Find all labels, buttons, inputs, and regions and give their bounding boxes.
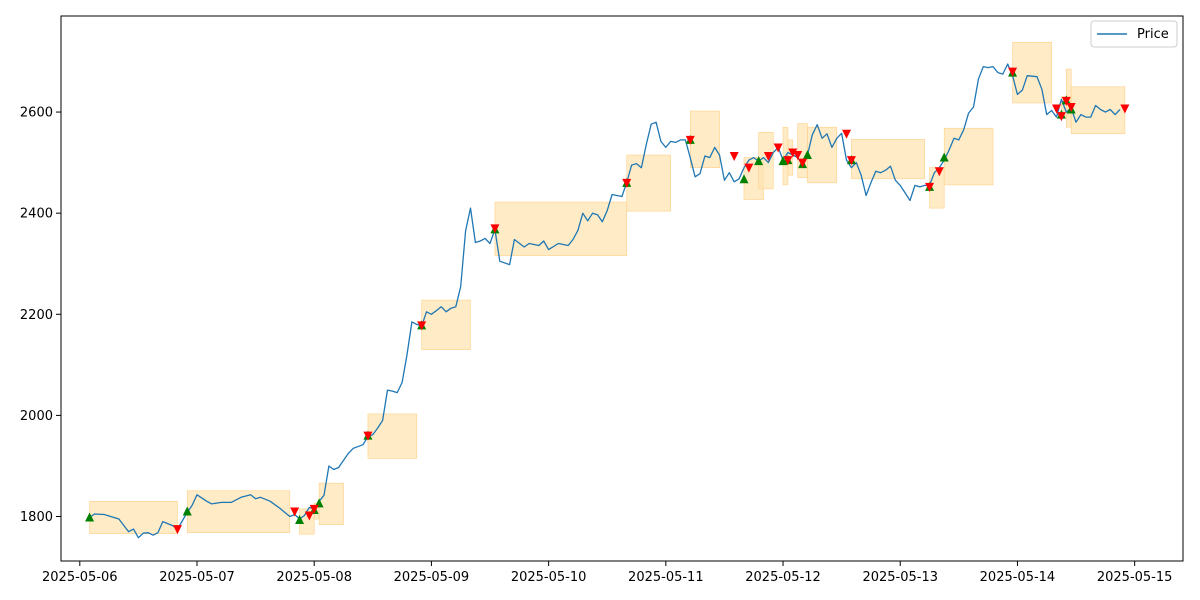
- sell-marker: [290, 507, 300, 517]
- legend: Price: [1090, 20, 1178, 48]
- range-box: [494, 201, 628, 256]
- buy-marker: [295, 515, 305, 525]
- sell-marker: [793, 151, 803, 161]
- x-tick-label: 2025-05-14: [980, 570, 1056, 585]
- sell-marker: [1008, 67, 1018, 77]
- y-tick-label: 2200: [20, 308, 53, 323]
- sell-marker: [925, 182, 935, 192]
- trade-markers: [85, 67, 1130, 535]
- y-tick-label: 2600: [20, 106, 53, 121]
- x-tick-label: 2025-05-06: [42, 570, 118, 585]
- x-tick-label: 2025-05-12: [745, 570, 821, 585]
- range-boxes: [89, 41, 1126, 535]
- range-box: [626, 154, 672, 212]
- sell-marker: [685, 135, 695, 145]
- buy-marker: [182, 506, 192, 516]
- price-line-layer: [89, 63, 1121, 539]
- buy-marker: [739, 174, 749, 184]
- legend-box: [1090, 20, 1178, 48]
- sell-marker: [773, 143, 783, 153]
- x-tick-label: 2025-05-11: [628, 570, 704, 585]
- x-axis: 2025-05-06 2025-05-07 2025-05-08 2025-05-09…: [42, 561, 1172, 585]
- sell-marker: [846, 156, 856, 166]
- sell-marker: [934, 167, 944, 177]
- buy-marker: [85, 512, 95, 522]
- range-box: [943, 127, 994, 186]
- range-box: [367, 413, 418, 459]
- sell-marker: [490, 224, 500, 234]
- x-tick-label: 2025-05-09: [394, 570, 470, 585]
- y-tick-label: 1800: [20, 510, 53, 525]
- x-tick-label: 2025-05-15: [1097, 570, 1173, 585]
- sell-marker: [1056, 112, 1066, 122]
- x-tick-label: 2025-05-10: [511, 570, 587, 585]
- buy-marker: [754, 156, 764, 166]
- range-box: [1070, 86, 1126, 135]
- sell-marker: [783, 156, 793, 166]
- price-line: [89, 63, 1121, 539]
- sell-marker: [1120, 104, 1130, 114]
- sell-marker: [622, 178, 632, 188]
- range-box: [851, 139, 925, 180]
- range-box: [318, 482, 344, 525]
- sell-marker: [363, 431, 373, 441]
- range-box: [89, 501, 178, 534]
- legend-label-price: Price: [1137, 27, 1169, 42]
- sell-marker: [729, 152, 739, 162]
- sell-marker: [1066, 103, 1076, 113]
- range-box: [186, 490, 291, 533]
- sell-marker: [1052, 104, 1062, 114]
- sell-marker: [1061, 96, 1071, 106]
- range-box: [797, 123, 808, 179]
- range-box: [421, 299, 471, 350]
- sell-marker: [763, 152, 773, 162]
- buy-marker: [802, 150, 812, 160]
- y-tick-label: 2000: [20, 409, 53, 424]
- sell-marker: [788, 148, 798, 158]
- sell-marker: [842, 129, 852, 139]
- sell-marker: [417, 321, 427, 331]
- x-tick-label: 2025-05-13: [862, 570, 938, 585]
- range-box: [689, 110, 720, 168]
- sell-marker: [744, 163, 754, 173]
- y-axis: 1800 2000 2200 2400 2600: [20, 106, 61, 525]
- y-tick-label: 2400: [20, 207, 53, 222]
- sell-marker: [309, 504, 319, 514]
- x-tick-label: 2025-05-07: [159, 570, 235, 585]
- sell-marker: [172, 525, 182, 535]
- sell-marker: [798, 158, 808, 168]
- plot-frame: [60, 15, 1184, 562]
- sell-marker: [304, 511, 314, 521]
- x-tick-label: 2025-05-08: [276, 570, 352, 585]
- buy-marker: [939, 152, 949, 162]
